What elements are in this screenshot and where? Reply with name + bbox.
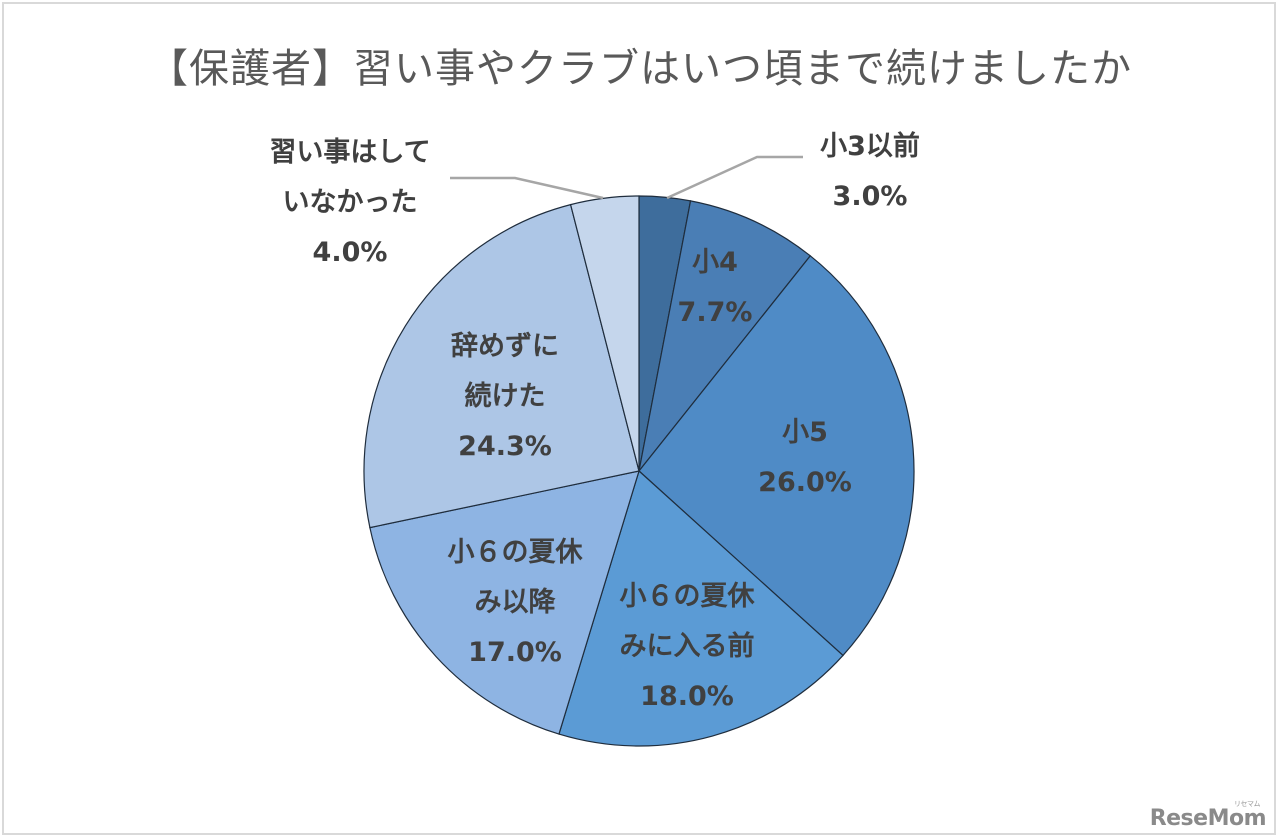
leader-line-s0 [666,155,803,200]
pie-slice-2 [638,254,915,657]
label-sho5: 小5 26.0% [758,417,852,498]
label-continued: 辞めずに 続けた 24.3% [451,331,559,462]
label-no-lessons: 習い事はして いなかった 4.0% [269,137,431,268]
pie-slice-6 [569,195,640,472]
pie-slice-5 [363,203,640,529]
chart-title: 【保護者】習い事やクラブはいつ頃まで続けましたか [148,46,1132,92]
label-sho4: 小4 7.7% [677,247,753,328]
label-sho6-after-summer: 小６の夏休 み以降 17.0% [447,537,583,668]
label-sho6-before-summer: 小６の夏休 みに入る前 18.0% [619,581,755,712]
pie-slice-4 [369,470,640,735]
resemom-logo: ReseMom リセマム [1149,800,1267,831]
leader-line-s6 [450,176,604,200]
pie-slice-3 [558,469,844,747]
label-sho3-izen: 小3以前 3.0% [820,131,920,212]
pie-slice-1 [638,200,812,472]
